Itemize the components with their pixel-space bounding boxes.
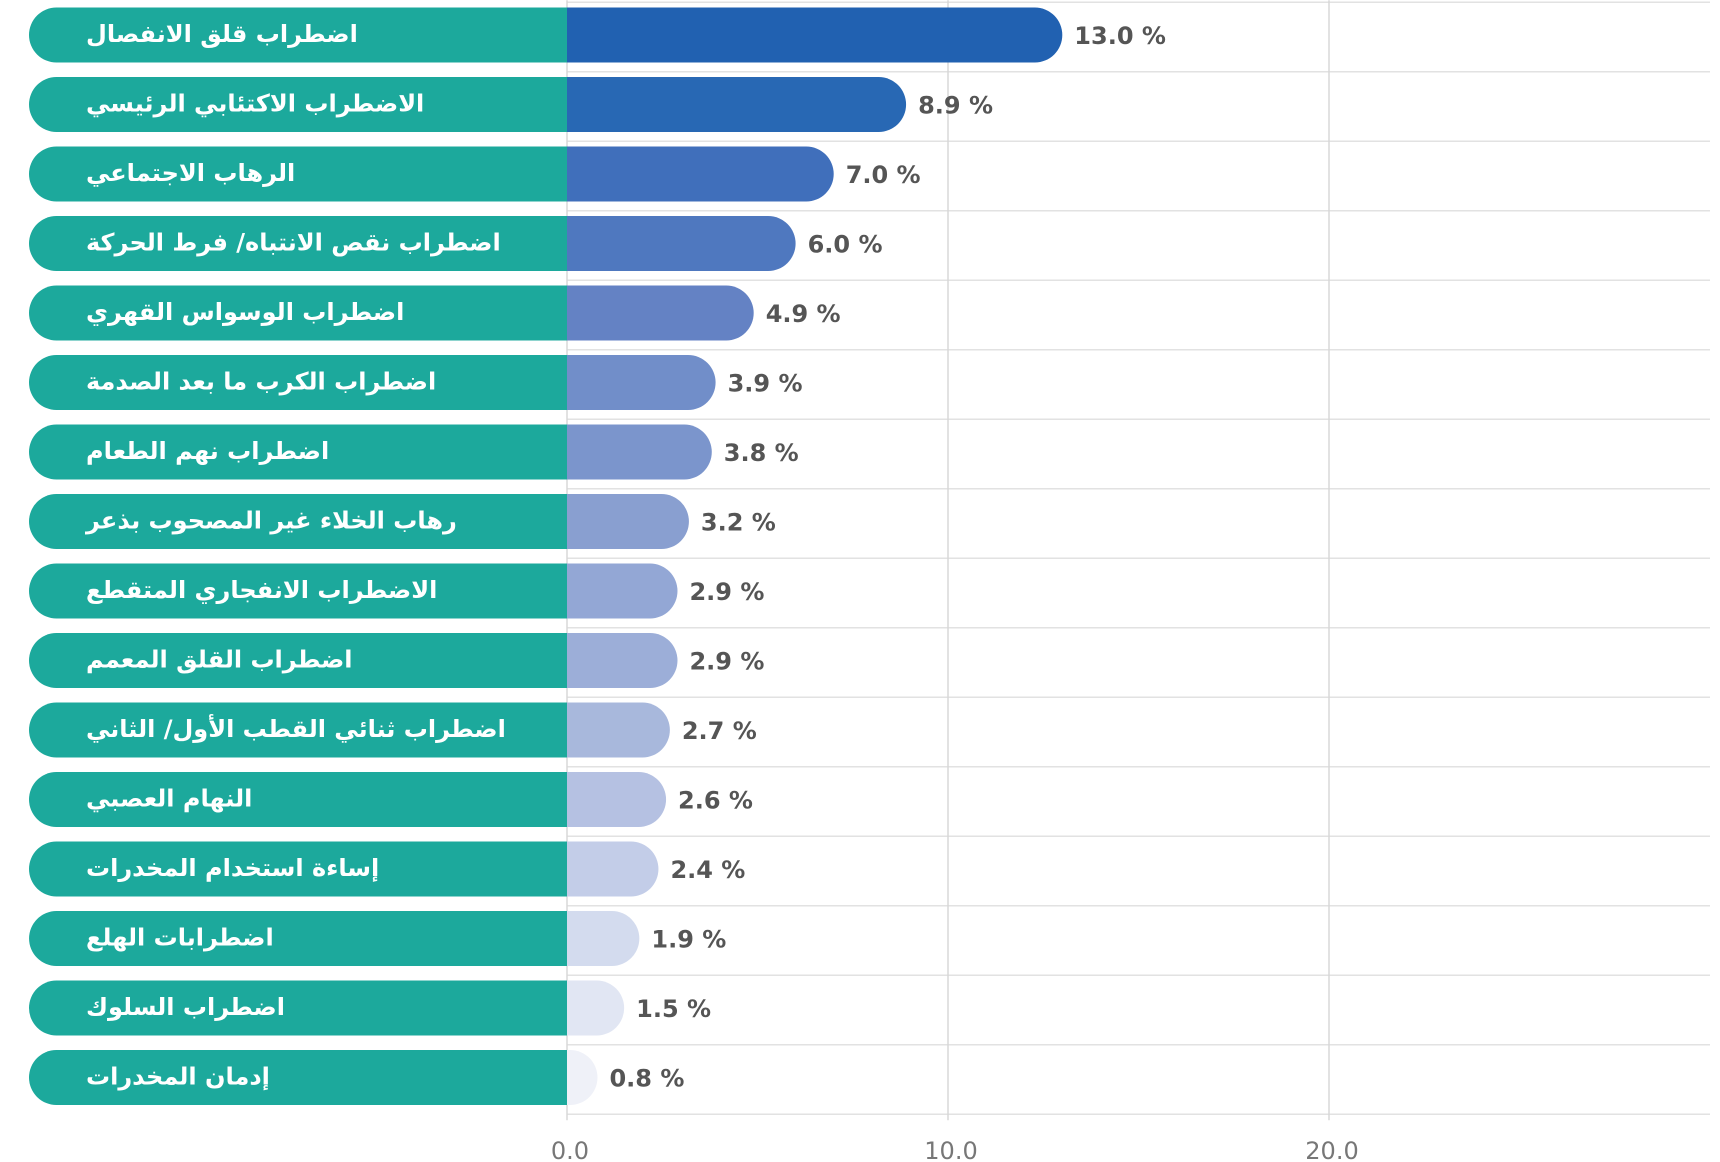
category-label: اضطراب الكرب ما بعد الصدمة xyxy=(86,368,436,396)
x-tick-label: 0.0 xyxy=(551,1137,589,1162)
value-label: 7.0 % xyxy=(846,161,921,189)
category-pill xyxy=(29,911,567,966)
bar xyxy=(567,146,834,202)
category-label: إدمان المخدرات xyxy=(86,1063,270,1091)
category-label: النهام العصبي xyxy=(86,785,252,813)
bar xyxy=(567,633,678,688)
value-label: 3.2 % xyxy=(701,509,776,537)
value-label: 1.9 % xyxy=(651,926,726,954)
bar xyxy=(567,563,678,619)
value-label: 6.0 % xyxy=(808,231,883,259)
x-tick-label: 20.0 xyxy=(1305,1137,1358,1162)
bar xyxy=(567,980,625,1036)
category-label: اضطراب الوسواس القهري xyxy=(86,298,404,326)
bar xyxy=(567,424,712,480)
bar xyxy=(567,494,689,549)
category-pill xyxy=(28,424,567,480)
category-label: اضطراب القلق المعمم xyxy=(86,646,353,674)
category-pill xyxy=(28,772,567,827)
category-label: الرهاب الاجتماعي xyxy=(86,159,295,187)
category-label: اضطرابات الهلع xyxy=(86,924,274,952)
category-label: الاضطراب الاكتئابي الرئيسي xyxy=(86,90,424,118)
category-pill xyxy=(28,355,567,410)
value-label: 3.8 % xyxy=(724,439,799,467)
category-label: رهاب الخلاء غير المصحوب بذعر xyxy=(85,507,457,535)
value-label: 8.9 % xyxy=(918,92,993,120)
category-pill xyxy=(28,980,567,1036)
bar xyxy=(567,772,667,827)
category-pill xyxy=(28,633,567,688)
bar xyxy=(567,702,670,758)
bar xyxy=(567,285,754,341)
category-pill xyxy=(29,77,567,132)
bar xyxy=(567,355,716,410)
bar xyxy=(567,911,640,966)
bar xyxy=(567,216,796,271)
value-label: 2.4 % xyxy=(670,856,745,884)
x-tick-label: 10.0 xyxy=(924,1137,977,1162)
value-label: 2.6 % xyxy=(678,787,753,815)
category-pill xyxy=(28,702,567,758)
value-label: 2.7 % xyxy=(682,717,757,745)
category-pill xyxy=(28,146,567,202)
bar xyxy=(567,77,907,132)
category-pill xyxy=(28,841,567,897)
category-pill xyxy=(28,285,567,341)
category-label: اضطراب السلوك xyxy=(86,993,285,1021)
value-label: 0.8 % xyxy=(609,1065,684,1093)
bar xyxy=(567,7,1063,63)
category-label: الاضطراب الانفجاري المتقطع xyxy=(86,576,437,604)
category-label: اضطراب قلق الانفصال xyxy=(86,20,358,48)
category-pill xyxy=(28,216,567,271)
category-pill xyxy=(28,563,567,619)
category-pill xyxy=(28,494,567,549)
category-pill xyxy=(28,7,567,63)
value-label: 3.9 % xyxy=(728,370,803,398)
value-label: 2.9 % xyxy=(689,648,764,676)
bar xyxy=(567,841,659,897)
value-label: 2.9 % xyxy=(689,578,764,606)
bar xyxy=(567,1050,598,1105)
category-pill xyxy=(28,1050,567,1105)
category-label: اضطراب نهم الطعام xyxy=(86,437,329,465)
category-label: إساءة استخدام المخدرات xyxy=(86,854,379,882)
value-label: 13.0 % xyxy=(1074,22,1166,50)
category-label: اضطراب نقص الانتباه/ فرط الحركة xyxy=(86,229,501,257)
value-label: 1.5 % xyxy=(636,995,711,1023)
value-label: 4.9 % xyxy=(766,300,841,328)
category-label: اضطراب ثنائي القطب الأول/ الثاني xyxy=(86,714,506,743)
